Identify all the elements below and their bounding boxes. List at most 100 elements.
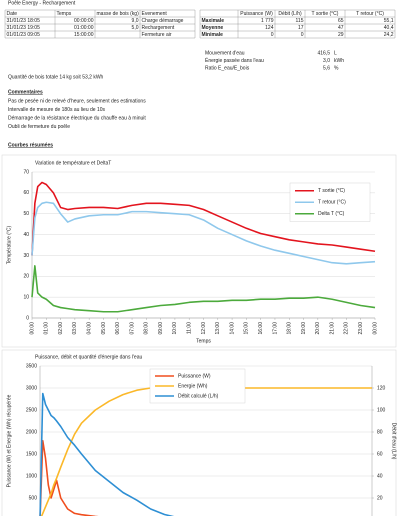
- y-tick-label: 2500: [26, 407, 37, 413]
- y-tick-label: 50: [23, 211, 29, 217]
- x-tick-label: 02:00: [58, 322, 64, 335]
- y2-tick-label: 20: [377, 495, 383, 501]
- x-tick-label: 18:00: [287, 322, 293, 335]
- column-header: masse de bois (kg): [97, 11, 140, 17]
- column-header: Temps: [57, 11, 72, 17]
- row-label: Moyenne: [202, 25, 224, 31]
- series-line: [31, 265, 376, 313]
- x-tick-label: 04:00: [86, 322, 92, 335]
- y-tick-label: 1500: [26, 451, 37, 457]
- wood-total: Quantité de bois totale 14 kg soit 53,2 …: [8, 74, 104, 80]
- y2-tick-label: 120: [377, 385, 386, 391]
- x-tick-label: 06:00: [115, 322, 121, 335]
- chart-frame: [1, 349, 397, 516]
- table-cell: 31/01/23 18:05: [7, 18, 41, 24]
- column-header: Débit (L/h): [278, 11, 302, 17]
- comment-line: Oubli de fermeture du poêle: [8, 124, 70, 130]
- metric-unit: %: [334, 65, 339, 71]
- table-cell: 29: [338, 32, 344, 38]
- metric-label: Ratio E_eau/E_bois: [205, 65, 250, 71]
- series-line: [31, 181, 376, 256]
- table-cell: 9,0: [132, 18, 139, 24]
- table-cell: 0: [271, 32, 274, 38]
- x-tick-label: 19:00: [301, 322, 307, 335]
- table-cell: Fermeture air: [142, 32, 172, 38]
- table-cell: 15:00:00: [74, 32, 94, 38]
- table-cell: Charge démarrage: [142, 18, 184, 24]
- metric-value: 3,0: [323, 58, 330, 64]
- metric-label: Mouvement d'eau: [205, 50, 245, 56]
- y-axis-label: Température (°C): [6, 225, 12, 264]
- legend-label: T retour (°C): [318, 200, 346, 206]
- series-line: [40, 387, 372, 516]
- row-label: Minimale: [202, 32, 224, 38]
- y-tick-label: 30: [23, 253, 29, 259]
- series-line: [39, 440, 99, 516]
- y-tick-label: 0: [26, 315, 29, 321]
- x-tick-label: 00:00: [29, 322, 35, 335]
- table-cell: 1 779: [261, 18, 274, 24]
- column-header: Puissance (W): [240, 11, 273, 17]
- y2-tick-label: 60: [377, 451, 383, 457]
- x-tick-label: 23:00: [358, 322, 364, 335]
- x-tick-label: 16:00: [258, 322, 264, 335]
- x-tick-label: 13:00: [215, 322, 221, 335]
- metric-value: 5,6: [323, 65, 330, 71]
- table-cell: 40,4: [384, 25, 394, 31]
- x-tick-label: 12:00: [201, 322, 207, 335]
- y-tick-label: 3000: [26, 385, 37, 391]
- chart-frame: [1, 154, 397, 348]
- chart-title: Variation de température et DeltaT: [35, 160, 111, 166]
- table-cell: 124: [265, 25, 274, 31]
- column-header: T retour (°C): [356, 11, 384, 17]
- y-tick-label: 60: [23, 190, 29, 196]
- y2-tick-label: 40: [377, 473, 383, 479]
- legend-label: Delta T (°C): [318, 211, 345, 217]
- series-line: [31, 201, 376, 265]
- metric-unit: L: [334, 50, 337, 56]
- table-cell: 55,1: [384, 18, 394, 24]
- y-tick-label: 2000: [26, 429, 37, 435]
- x-tick-label: 21:00: [329, 322, 335, 335]
- x-tick-label: 05:00: [101, 322, 107, 335]
- x-tick-label: 07:00: [129, 322, 135, 335]
- y-tick-label: 500: [29, 495, 38, 501]
- table-cell: 65: [338, 18, 344, 24]
- chart-title: Puissance, débit et quantité d'énergie d…: [35, 354, 142, 360]
- x-tick-label: 00:00: [372, 322, 378, 335]
- comment-line: Intervalle de mesure de 180s au lieu de …: [8, 107, 106, 113]
- table-cell: 24,2: [384, 32, 394, 38]
- table-cell: Rechargement: [142, 25, 175, 31]
- metric-label: Énergie passée dans l'eau: [205, 57, 264, 64]
- row-label: Maximale: [202, 18, 225, 24]
- comments-title: Commentaires: [8, 89, 43, 95]
- table-cell: 31/01/23 19:05: [7, 25, 41, 31]
- y-axis-label: Puissance (W) et Energie (Wh) récupérée: [6, 394, 12, 487]
- x-tick-label: 11:00: [187, 322, 193, 334]
- y-tick-label: 10: [23, 294, 29, 300]
- y2-tick-label: 80: [377, 429, 383, 435]
- x-tick-label: 14:00: [229, 322, 235, 335]
- table-cell: 00:00:00: [74, 18, 94, 24]
- y-tick-label: 40: [23, 232, 29, 238]
- y2-axis-label: Débit d'eau (L/h): [391, 423, 397, 460]
- y-tick-label: 70: [23, 169, 29, 175]
- legend-label: Débit calculé (L/h): [178, 393, 219, 399]
- metric-value: 416,5: [317, 50, 330, 56]
- table-cell: 01/01/23 09:05: [7, 32, 41, 38]
- comment-line: Démarrage de la résistance électrique du…: [8, 115, 146, 121]
- column-header: Date: [7, 11, 18, 17]
- column-header: Evenement: [142, 11, 168, 17]
- table-cell: 115: [296, 18, 304, 24]
- column-header: T sortie (°C): [312, 11, 339, 17]
- x-tick-label: 08:00: [144, 322, 150, 335]
- x-axis-label: Temps: [196, 338, 211, 344]
- y-tick-label: 3500: [26, 363, 37, 369]
- x-tick-label: 20:00: [315, 322, 321, 335]
- legend-label: Energie (Wh): [178, 383, 208, 389]
- legend-label: Puissance (W): [178, 373, 211, 379]
- x-tick-label: 01:00: [44, 322, 50, 335]
- y-tick-label: 1000: [26, 473, 37, 479]
